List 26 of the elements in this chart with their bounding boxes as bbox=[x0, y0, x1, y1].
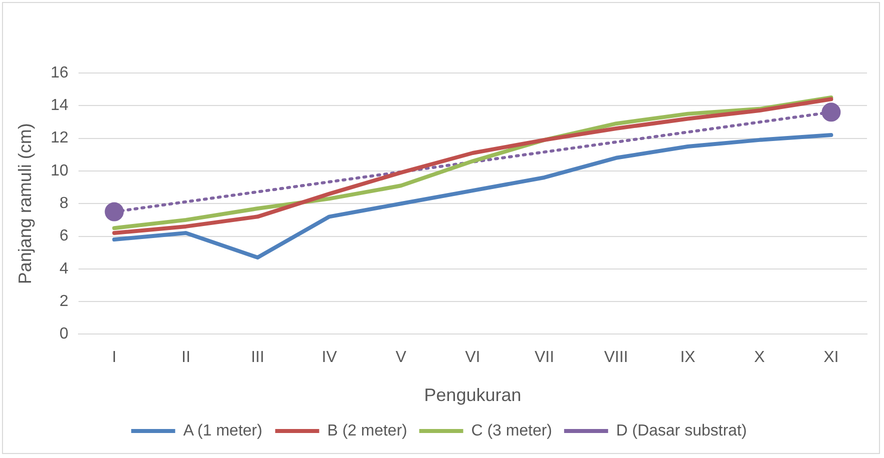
x-tick-label: VI bbox=[465, 349, 480, 366]
legend-label: A (1 meter) bbox=[183, 422, 262, 440]
x-tick-label: V bbox=[396, 349, 407, 366]
x-axis-title: Pengukuran bbox=[424, 385, 522, 406]
y-tick-label: 16 bbox=[50, 64, 68, 82]
x-tick-label: VII bbox=[534, 349, 554, 366]
legend-label: B (2 meter) bbox=[327, 422, 408, 440]
y-tick-label: 0 bbox=[59, 326, 68, 343]
legend-label: D (Dasar substrat) bbox=[616, 422, 747, 440]
x-tick-label: IV bbox=[322, 349, 338, 366]
x-tick-label: III bbox=[250, 349, 264, 366]
y-tick-label: 6 bbox=[59, 228, 68, 245]
x-tick-label: VIII bbox=[604, 349, 628, 366]
x-tick-label: IX bbox=[680, 349, 696, 366]
y-tick-label: 4 bbox=[59, 260, 68, 278]
y-tick-label: 2 bbox=[59, 292, 68, 310]
y-tick-label: 14 bbox=[50, 97, 68, 114]
x-tick-label: X bbox=[754, 349, 766, 366]
x-tick-label: I bbox=[112, 349, 116, 366]
legend-label: C (3 meter) bbox=[471, 422, 552, 440]
y-axis-title: Panjang ramuli (cm) bbox=[14, 123, 35, 284]
y-tick-label: 8 bbox=[59, 195, 68, 212]
x-tick-label: XI bbox=[824, 349, 839, 366]
x-tick-label: II bbox=[181, 349, 190, 366]
y-tick-label: 10 bbox=[50, 162, 68, 180]
y-tick-label: 12 bbox=[50, 130, 68, 147]
